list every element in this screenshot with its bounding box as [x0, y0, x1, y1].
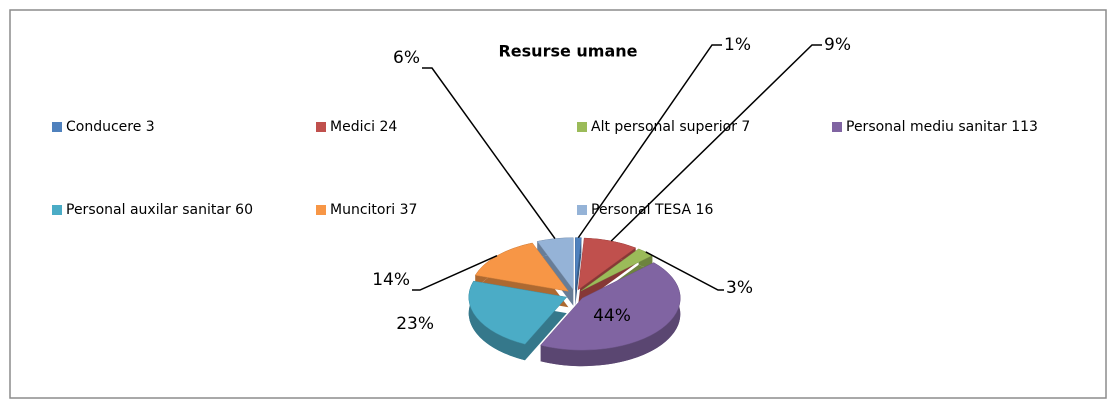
legend-label: Personal TESA 16	[591, 202, 713, 218]
data-label: 14%	[372, 270, 410, 290]
leader-line	[610, 44, 822, 242]
slice-side	[468, 281, 525, 361]
legend-swatch	[577, 122, 587, 132]
leader-line	[412, 255, 498, 291]
data-label: 6%	[393, 48, 420, 68]
data-label: 44%	[593, 306, 631, 326]
legend-label: Muncitori 37	[330, 202, 417, 218]
leader-line	[422, 67, 556, 240]
slice	[577, 237, 637, 291]
slice-side	[540, 262, 681, 367]
legend-label: Medici 24	[330, 119, 397, 135]
legend-swatch	[316, 205, 326, 215]
data-label: 9%	[824, 35, 851, 55]
slice	[468, 280, 568, 345]
data-label: 1%	[724, 35, 751, 55]
legend-swatch	[577, 205, 587, 215]
legend-swatch	[316, 122, 326, 132]
legend-swatch	[832, 122, 842, 132]
legend-label: Alt personal superior 7	[591, 119, 750, 135]
legend-label: Personal auxilar sanitar 60	[66, 202, 253, 218]
slice	[474, 242, 570, 292]
legend-swatch	[52, 122, 62, 132]
legend-swatch	[52, 205, 62, 215]
slice	[536, 237, 574, 291]
leader-line	[577, 44, 722, 239]
legend-label: Personal mediu sanitar 113	[846, 119, 1038, 135]
chart-title: Resurse umane	[498, 42, 637, 61]
leader-line	[645, 251, 724, 291]
legend-label: Conducere 3	[66, 119, 155, 135]
slice	[540, 262, 681, 351]
data-label: 23%	[396, 314, 434, 334]
data-label: 3%	[726, 278, 753, 298]
